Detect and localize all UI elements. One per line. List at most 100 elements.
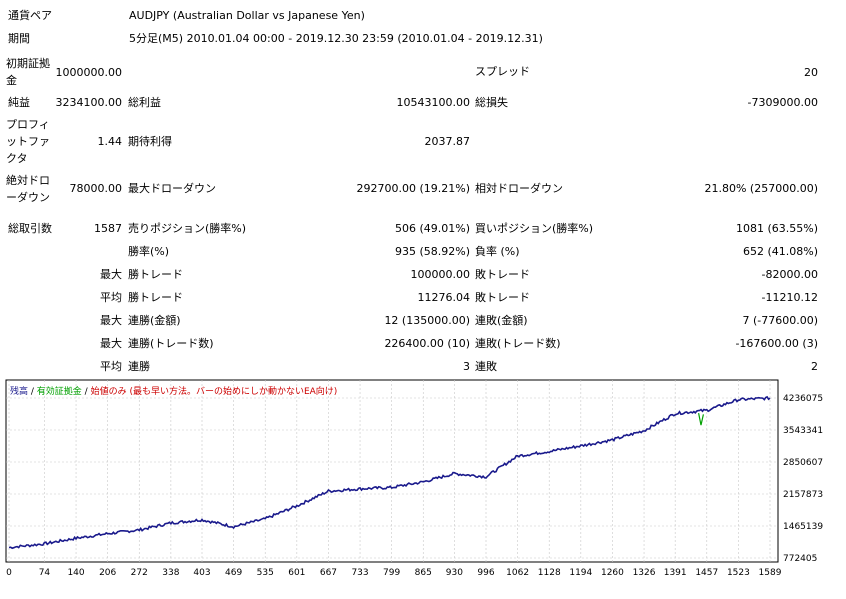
x-tick-label: 996 (477, 568, 494, 578)
win-rate-label: 勝率(%) (128, 245, 170, 258)
y-tick-label: 772405 (783, 554, 817, 564)
x-axis-ticks: 0 74 140 206 272 338 403 469 535 601 667 733 799 865 9… (6, 568, 782, 578)
y-tick-label: 3543341 (783, 426, 823, 436)
period-label: 期間 (8, 32, 30, 45)
x-tick-label: 1589 (759, 568, 782, 578)
series-group (8, 395, 771, 550)
balance-line (8, 395, 771, 550)
x-tick-label: 535 (257, 568, 274, 578)
max-drawdown-value: 292700.00 (19.21%) (356, 182, 470, 195)
x-tick-label: 1457 (695, 568, 718, 578)
rel-drawdown-label: 相対ドローダウン (475, 182, 563, 195)
gross-loss-label: 総損失 (475, 96, 508, 109)
avg-win-label: 勝トレード (128, 291, 183, 304)
profit-factor-value: 1.44 (97, 135, 123, 148)
x-tick-label: 1326 (633, 568, 656, 578)
x-tick-label: 403 (193, 568, 210, 578)
x-tick-label: 733 (351, 568, 368, 578)
legend-note: (最も早い方法。バーの始めにしか動かないEA向け) (127, 385, 338, 397)
largest-win-label: 勝トレード (128, 268, 183, 281)
grid (6, 380, 778, 562)
abs-drawdown-label: 絶対ドローダウン (6, 174, 50, 204)
long-positions-label: 買いポジション(勝率%) (475, 222, 594, 235)
rel-drawdown-value: 21.80% (257000.00) (704, 182, 818, 195)
profit-factor-label: プロフィットファクタ (6, 118, 50, 165)
max-consec-profit-value: 226400.00 (10) (384, 337, 470, 350)
x-tick-label: 1128 (538, 568, 561, 578)
x-tick-label: 74 (39, 568, 51, 578)
avg-label-2: 平均 (100, 360, 122, 373)
period-value: 5分足(M5) 2010.01.04 00:00 - 2019.12.30 23… (129, 32, 543, 45)
largest-loss-value: -82000.00 (761, 268, 818, 281)
y-tick-label: 2157873 (783, 490, 823, 500)
avg-consec-wins-label: 連勝 (128, 360, 150, 373)
legend-sep-1: / (28, 387, 37, 397)
avg-loss-label: 敗トレード (475, 291, 530, 304)
x-tick-label: 865 (415, 568, 432, 578)
x-tick-label: 1391 (664, 568, 687, 578)
legend-sep-2: / (82, 387, 91, 397)
max-consec-profit-label: 連勝(トレード数) (128, 337, 214, 350)
x-tick-label: 667 (320, 568, 337, 578)
avg-label-1: 平均 (100, 291, 122, 304)
initial-deposit-value: 1000000.00 (55, 66, 122, 79)
x-tick-label: 0 (6, 568, 12, 578)
loss-rate-value: 652 (41.08%) (742, 245, 818, 258)
max-consec-wins-amt-value: 12 (135000.00) (384, 314, 470, 327)
total-trades-label: 総取引数 (8, 222, 52, 235)
x-tick-label: 469 (225, 568, 242, 578)
y-tick-label: 4236075 (783, 394, 823, 404)
gross-profit-label: 総利益 (128, 96, 161, 109)
gross-profit-value: 10543100.00 (396, 96, 470, 109)
total-trades-value: 1587 (94, 222, 122, 235)
max-consec-losses-amt-label: 連敗(金額) (475, 314, 528, 327)
win-rate-value: 935 (58.92%) (394, 245, 470, 258)
legend-balance: 残高 (10, 385, 28, 397)
equity-line (698, 412, 704, 426)
spread-label: スプレッド (475, 65, 530, 78)
net-profit-label: 純益 (8, 96, 30, 109)
legend-equity: 有効証拠金 (37, 385, 82, 397)
abs-drawdown-value: 78000.00 (69, 182, 123, 195)
x-tick-label: 1062 (506, 568, 529, 578)
max-consec-wins-amt-label: 連勝(金額) (128, 314, 181, 327)
balance-chart: 4236075 3543341 2850607 2157873 1465139 77240… (0, 378, 846, 596)
avg-loss-value: -11210.12 (761, 291, 818, 304)
max-label-1: 最大 (100, 268, 122, 281)
x-tick-label: 140 (67, 568, 84, 578)
net-profit-value: 3234100.00 (55, 96, 122, 109)
x-tick-label: 930 (446, 568, 463, 578)
legend-lot: 始値のみ (91, 385, 127, 397)
x-tick-label: 338 (162, 568, 179, 578)
currency-pair-value: AUDJPY (Australian Dollar vs Japanese Ye… (129, 9, 365, 22)
x-tick-label: 272 (131, 568, 148, 578)
short-positions-label: 売りポジション(勝率%) (128, 222, 247, 235)
x-tick-label: 601 (288, 568, 305, 578)
x-tick-label: 206 (99, 568, 116, 578)
x-tick-label: 1523 (727, 568, 750, 578)
plot-frame (5, 379, 779, 563)
avg-win-value: 11276.04 (417, 291, 471, 304)
chart-legend: 残高 / 有効証拠金 / 始値のみ (最も早い方法。バーの始めにしか動かないEA… (10, 385, 337, 397)
gross-loss-value: -7309000.00 (747, 96, 818, 109)
max-label-2: 最大 (100, 314, 122, 327)
avg-consec-losses-value: 2 (811, 360, 818, 373)
y-tick-label: 2850607 (783, 458, 823, 468)
y-tick-label: 1465139 (783, 522, 823, 532)
x-tick-label: 1260 (601, 568, 624, 578)
chart-svg: 4236075 3543341 2850607 2157873 1465139 77240… (5, 379, 823, 578)
expected-payoff-label: 期待利得 (128, 135, 172, 148)
max-consec-losses-amt-value: 7 (-77600.00) (742, 314, 818, 327)
loss-rate-label: 負率 (%) (475, 245, 520, 258)
avg-consec-wins-value: 3 (463, 360, 470, 373)
max-consec-loss-value: -167600.00 (3) (735, 337, 818, 350)
long-positions-value: 1081 (63.55%) (735, 222, 818, 235)
expected-payoff-value: 2037.87 (424, 135, 471, 148)
x-tick-label: 799 (383, 568, 400, 578)
short-positions-value: 506 (49.01%) (394, 222, 470, 235)
x-tick-label: 1194 (569, 568, 592, 578)
initial-deposit-label: 初期証拠金 (6, 57, 50, 87)
y-axis-ticks: 4236075 3543341 2850607 2157873 1465139 77240… (783, 394, 823, 564)
spread-value: 20 (804, 66, 818, 79)
avg-consec-losses-label: 連敗 (475, 360, 497, 373)
